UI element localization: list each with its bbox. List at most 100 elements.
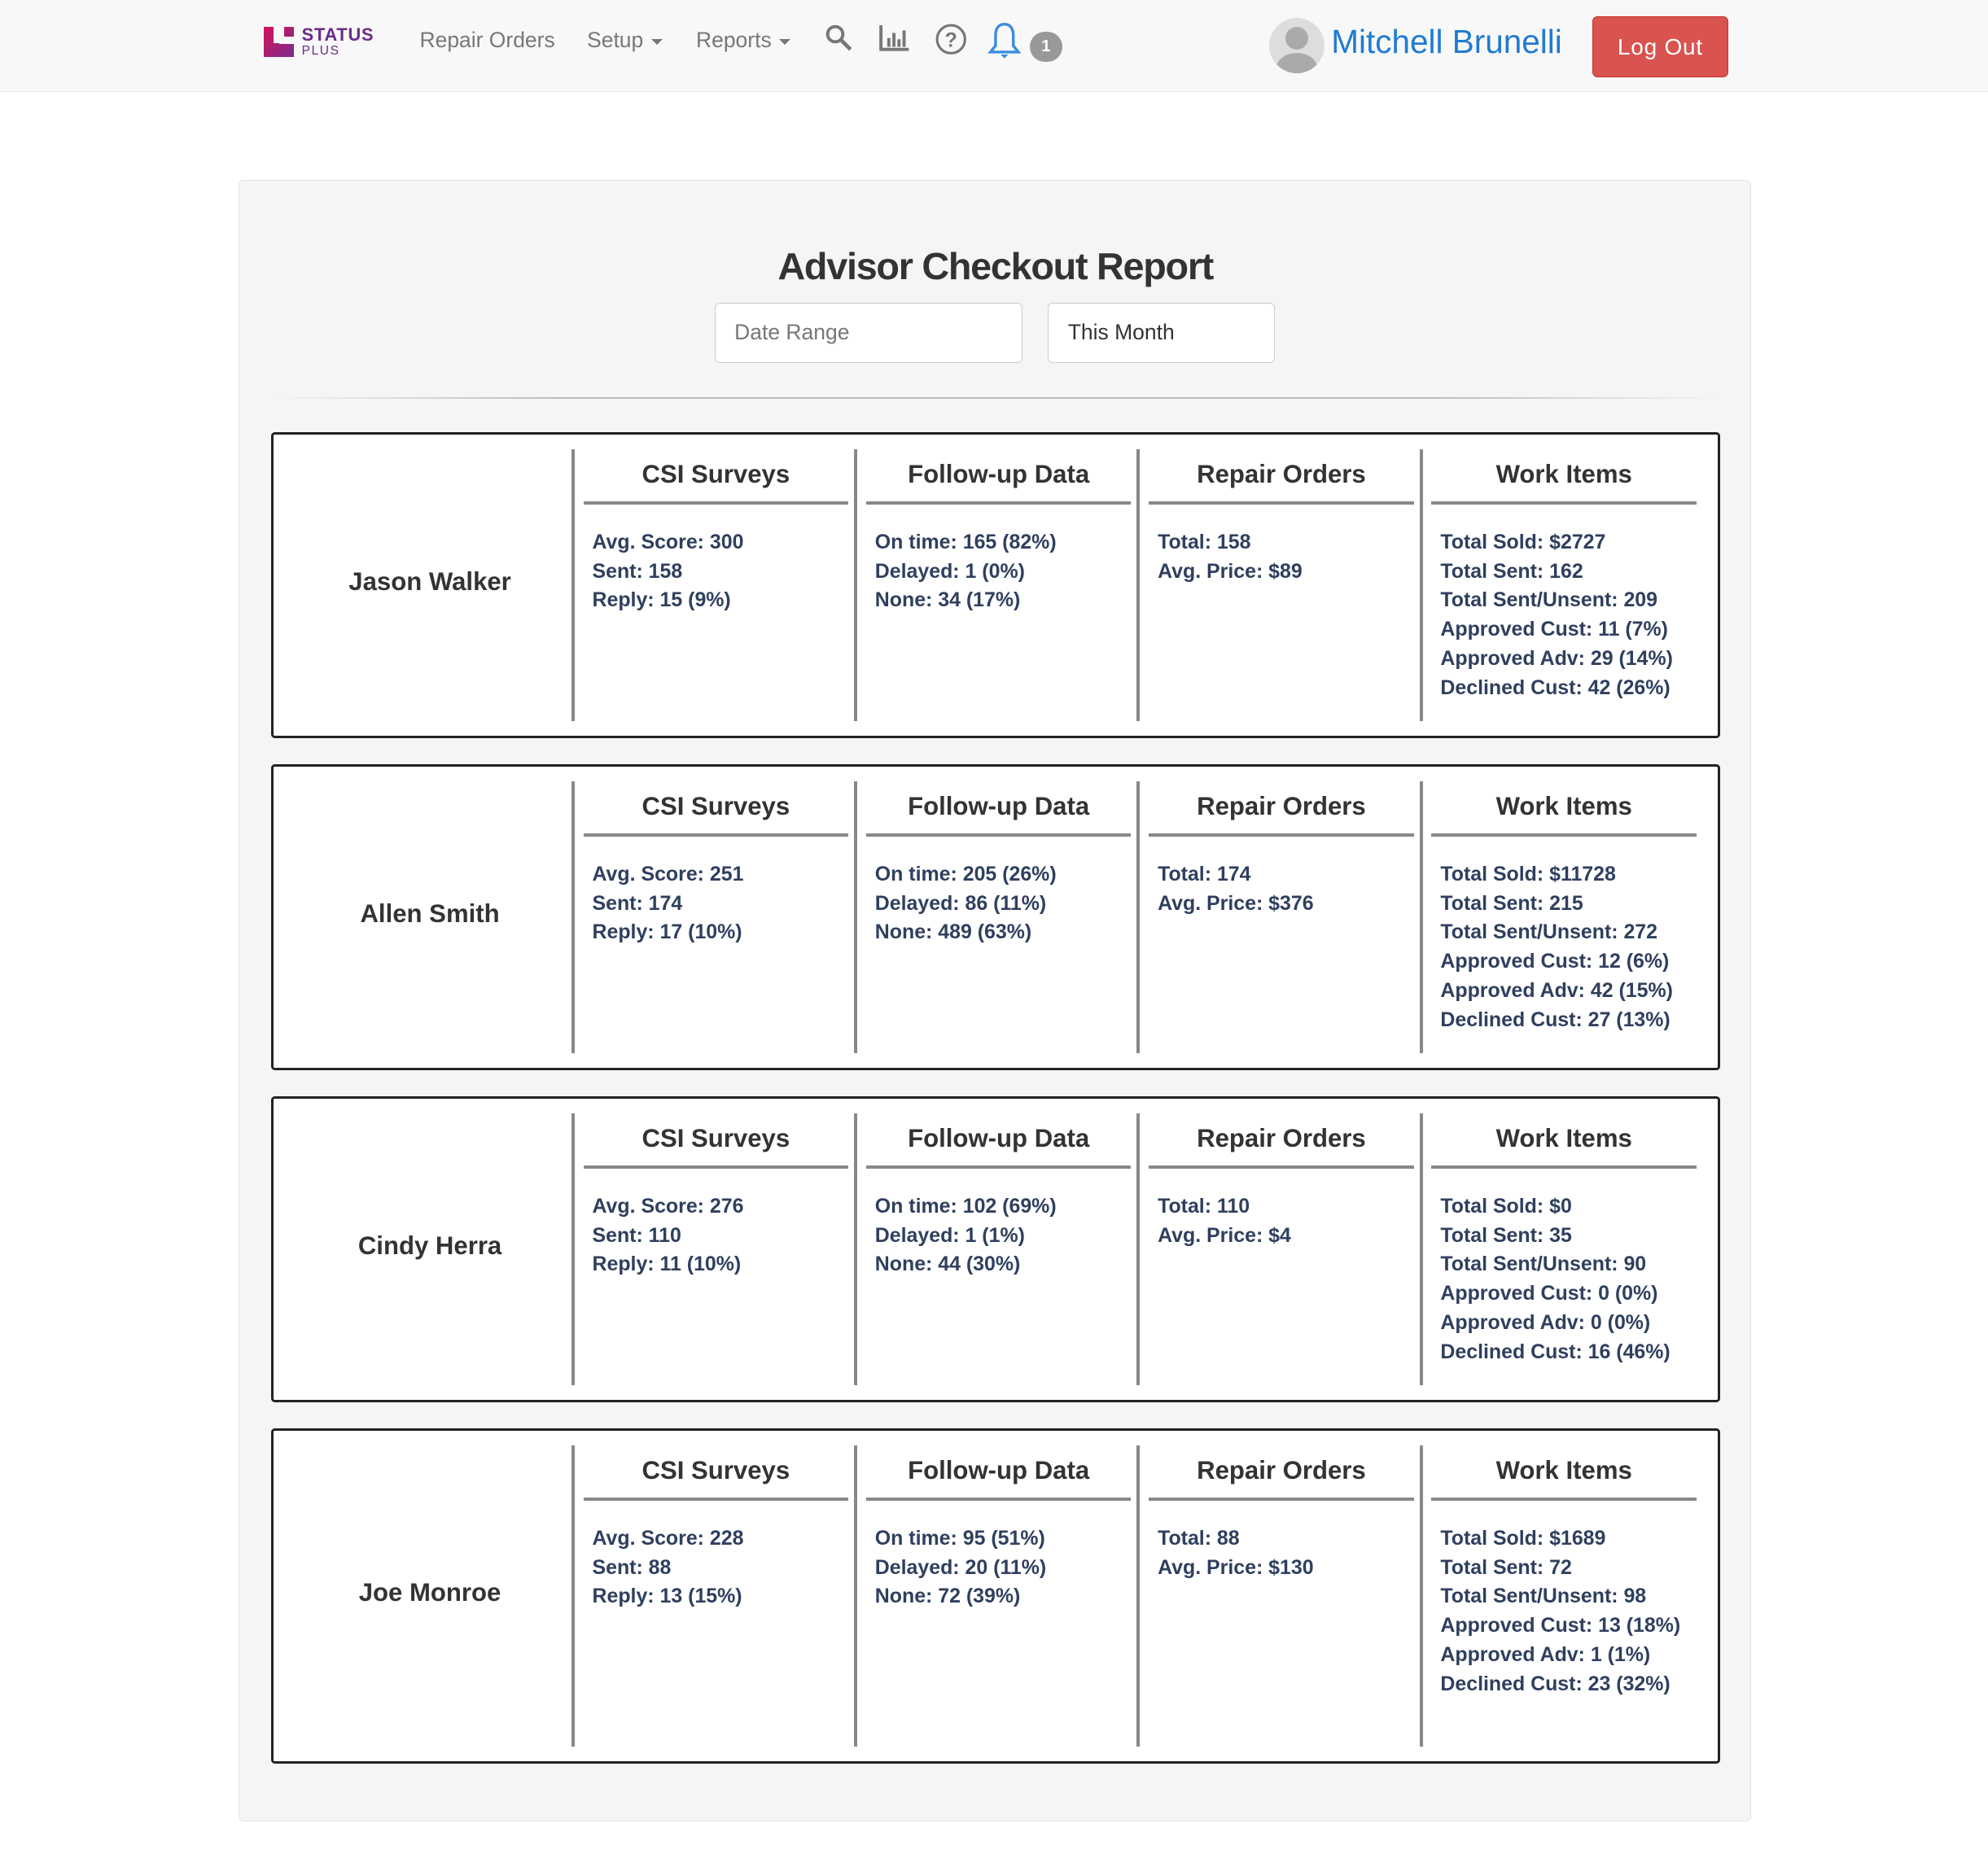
nav-repair-orders[interactable]: Repair Orders: [419, 28, 555, 53]
period-select[interactable]: This Month: [1048, 302, 1276, 364]
stat-line: Approved Adv: 42 (15%): [1440, 979, 1673, 1003]
stat-line: Total Sold: $0: [1440, 1194, 1572, 1218]
stat-line: Declined Cust: 27 (13%): [1440, 1008, 1671, 1031]
column-work-items: Work Items Total Sold: $0 Total Sent: 35 To…: [1419, 1113, 1706, 1385]
stat-line: Reply: 15 (9%): [592, 588, 731, 612]
stat-line: Total Sent: 72: [1440, 1555, 1572, 1579]
column-followup-data: Follow-up Data On time: 102 (69%) Delayed:…: [853, 1113, 1140, 1385]
nav-reports-dropdown[interactable]: Reports: [696, 28, 791, 53]
stat-line: Declined Cust: 42 (26%): [1440, 676, 1671, 699]
page-title: Advisor Checkout Report: [777, 245, 1214, 287]
stat-line: Total Sent/Unsent: 209: [1440, 588, 1658, 612]
stat-line: None: 34 (17%): [874, 588, 1021, 612]
column-repair-orders: Repair Orders Total: 110 Avg. Price: $4: [1136, 1113, 1422, 1385]
column-repair-orders: Repair Orders Total: 158 Avg. Price: $89: [1136, 449, 1422, 721]
column-header: Repair Orders: [1149, 1124, 1414, 1170]
stat-line: Total: 174: [1158, 862, 1251, 885]
advisor-name: Jason Walker: [348, 567, 511, 597]
stat-line: Avg. Score: 276: [592, 1194, 744, 1218]
stat-line: Delayed: 86 (11%): [874, 891, 1047, 915]
column-header: CSI Surveys: [583, 792, 849, 837]
stat-line: Approved Adv: 0 (0%): [1440, 1311, 1651, 1335]
column-header: Work Items: [1431, 1124, 1697, 1170]
stat-line: On time: 102 (69%): [874, 1194, 1057, 1218]
stat-line: Avg. Price: $130: [1158, 1555, 1314, 1579]
stat-line: Avg. Price: $4: [1158, 1223, 1291, 1247]
column-header: Repair Orders: [1149, 460, 1414, 505]
column-header: Repair Orders: [1149, 792, 1414, 837]
column-csi-surveys: CSI Surveys Avg. Score: 276 Sent: 110 Reply…: [571, 1113, 857, 1385]
help-icon[interactable]: ?: [935, 23, 967, 63]
stat-line: Total Sent/Unsent: 98: [1440, 1585, 1647, 1608]
column-header: Follow-up Data: [865, 792, 1132, 837]
column-work-items: Work Items Total Sold: $1689 Total Sent: 7…: [1419, 1445, 1706, 1747]
status-plus-logo[interactable]: STATUS PLUS: [263, 24, 378, 63]
stat-line: Sent: 110: [592, 1223, 681, 1247]
stat-line: Total: 88: [1158, 1526, 1240, 1550]
nav-reports-label: Reports: [696, 28, 772, 53]
stat-line: Approved Cust: 13 (18%): [1440, 1614, 1681, 1638]
stat-line: Avg. Price: $376: [1158, 891, 1314, 915]
stat-line: Total Sold: $2727: [1440, 530, 1606, 553]
stat-line: Approved Adv: 1 (1%): [1440, 1643, 1651, 1667]
logo-text: STATUS: [301, 24, 374, 45]
advisor-card: Jason Walker CSI Surveys Avg. Score: 300 Se…: [270, 431, 1720, 739]
column-header: CSI Surveys: [583, 1124, 849, 1170]
stat-line: Total Sent/Unsent: 90: [1440, 1253, 1647, 1276]
stat-line: Total Sold: $1689: [1440, 1526, 1606, 1550]
svg-text:?: ?: [944, 29, 957, 52]
column-work-items: Work Items Total Sold: $11728 Total Sent: …: [1419, 781, 1706, 1053]
bar-chart-icon[interactable]: [878, 23, 911, 60]
divider: [270, 397, 1720, 399]
logo-subtext: PLUS: [301, 44, 340, 59]
search-icon[interactable]: [824, 23, 854, 60]
stat-line: Avg. Score: 228: [592, 1526, 744, 1550]
column-repair-orders: Repair Orders Total: 174 Avg. Price: $376: [1136, 781, 1422, 1053]
stat-line: None: 44 (30%): [874, 1253, 1021, 1276]
stat-line: None: 72 (39%): [874, 1585, 1021, 1608]
column-header: Work Items: [1431, 460, 1697, 505]
logo-mark-icon: [263, 25, 295, 58]
date-range-input[interactable]: Date Range: [714, 302, 1023, 364]
report-panel: Advisor Checkout Report Date Range This …: [238, 180, 1751, 1821]
stat-line: Delayed: 20 (11%): [874, 1555, 1047, 1579]
nav-setup-dropdown[interactable]: Setup: [587, 28, 663, 53]
column-header: Work Items: [1431, 1456, 1697, 1502]
column-repair-orders: Repair Orders Total: 88 Avg. Price: $130: [1136, 1445, 1422, 1747]
stat-line: On time: 165 (82%): [874, 530, 1057, 553]
user-name-link[interactable]: Mitchell Brunelli: [1331, 23, 1562, 61]
stat-line: Sent: 158: [592, 559, 683, 583]
stat-line: Sent: 88: [592, 1555, 672, 1579]
logout-button[interactable]: Log Out: [1592, 16, 1728, 77]
stat-line: Reply: 13 (15%): [592, 1585, 742, 1608]
user-avatar[interactable]: [1268, 17, 1325, 74]
stat-line: Avg. Score: 300: [592, 530, 744, 553]
bell-icon[interactable]: [987, 20, 1022, 68]
stat-line: Delayed: 1 (1%): [874, 1223, 1025, 1247]
stat-line: Sent: 174: [592, 891, 683, 915]
stat-line: Declined Cust: 16 (46%): [1440, 1340, 1671, 1363]
caret-down-icon: [650, 38, 663, 46]
column-followup-data: Follow-up Data On time: 205 (26%) Delayed:…: [853, 781, 1140, 1053]
stat-line: Total: 158: [1158, 530, 1251, 553]
column-header: Follow-up Data: [865, 460, 1132, 505]
stat-line: On time: 95 (51%): [874, 1526, 1045, 1550]
column-header: Follow-up Data: [865, 1456, 1132, 1502]
nav-setup-label: Setup: [587, 28, 644, 53]
column-followup-data: Follow-up Data On time: 165 (82%) Delayed:…: [853, 449, 1140, 721]
column-header: CSI Surveys: [583, 460, 849, 505]
stat-line: Total Sold: $11728: [1440, 862, 1616, 885]
column-csi-surveys: CSI Surveys Avg. Score: 300 Sent: 158 Reply…: [571, 449, 857, 721]
stat-line: Avg. Score: 251: [592, 862, 744, 885]
stat-line: Avg. Price: $89: [1158, 559, 1303, 583]
stat-line: Approved Cust: 0 (0%): [1440, 1282, 1658, 1305]
stat-line: On time: 205 (26%): [874, 862, 1057, 885]
stat-line: Reply: 17 (10%): [592, 920, 742, 944]
stat-line: Approved Adv: 29 (14%): [1440, 646, 1673, 670]
column-header: Work Items: [1431, 792, 1697, 837]
column-header: Repair Orders: [1149, 1456, 1414, 1502]
advisor-card: Cindy Herra CSI Surveys Avg. Score: 276 Sen…: [270, 1095, 1720, 1403]
column-header: CSI Surveys: [583, 1456, 849, 1502]
column-csi-surveys: CSI Surveys Avg. Score: 228 Sent: 88 Reply:…: [571, 1445, 857, 1747]
stat-line: Total: 110: [1158, 1194, 1250, 1218]
